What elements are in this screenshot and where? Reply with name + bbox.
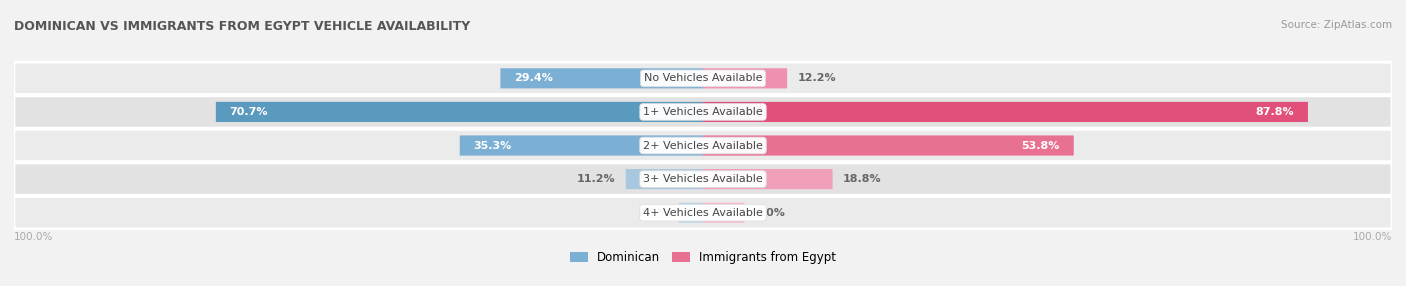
FancyBboxPatch shape [501, 68, 703, 88]
FancyBboxPatch shape [14, 163, 1392, 195]
FancyBboxPatch shape [14, 96, 1392, 128]
Text: 3.5%: 3.5% [638, 208, 669, 218]
Text: 12.2%: 12.2% [797, 73, 837, 83]
Text: 18.8%: 18.8% [842, 174, 882, 184]
FancyBboxPatch shape [217, 102, 703, 122]
Text: 29.4%: 29.4% [515, 73, 553, 83]
Text: 11.2%: 11.2% [576, 174, 616, 184]
Text: 70.7%: 70.7% [229, 107, 269, 117]
Text: DOMINICAN VS IMMIGRANTS FROM EGYPT VEHICLE AVAILABILITY: DOMINICAN VS IMMIGRANTS FROM EGYPT VEHIC… [14, 20, 471, 33]
FancyBboxPatch shape [703, 169, 832, 189]
FancyBboxPatch shape [14, 129, 1392, 162]
FancyBboxPatch shape [460, 136, 703, 156]
Text: 53.8%: 53.8% [1022, 140, 1060, 150]
FancyBboxPatch shape [679, 202, 703, 223]
Text: 100.0%: 100.0% [14, 232, 53, 242]
Text: 6.0%: 6.0% [755, 208, 786, 218]
FancyBboxPatch shape [14, 62, 1392, 94]
FancyBboxPatch shape [703, 202, 744, 223]
FancyBboxPatch shape [703, 136, 1074, 156]
Text: 87.8%: 87.8% [1256, 107, 1294, 117]
FancyBboxPatch shape [14, 196, 1392, 229]
Legend: Dominican, Immigrants from Egypt: Dominican, Immigrants from Egypt [565, 247, 841, 269]
FancyBboxPatch shape [703, 102, 1308, 122]
FancyBboxPatch shape [626, 169, 703, 189]
Text: 100.0%: 100.0% [1353, 232, 1392, 242]
Text: 1+ Vehicles Available: 1+ Vehicles Available [643, 107, 763, 117]
FancyBboxPatch shape [703, 68, 787, 88]
Text: 35.3%: 35.3% [474, 140, 512, 150]
Text: 3+ Vehicles Available: 3+ Vehicles Available [643, 174, 763, 184]
Text: 2+ Vehicles Available: 2+ Vehicles Available [643, 140, 763, 150]
Text: No Vehicles Available: No Vehicles Available [644, 73, 762, 83]
Text: 4+ Vehicles Available: 4+ Vehicles Available [643, 208, 763, 218]
Text: Source: ZipAtlas.com: Source: ZipAtlas.com [1281, 20, 1392, 30]
